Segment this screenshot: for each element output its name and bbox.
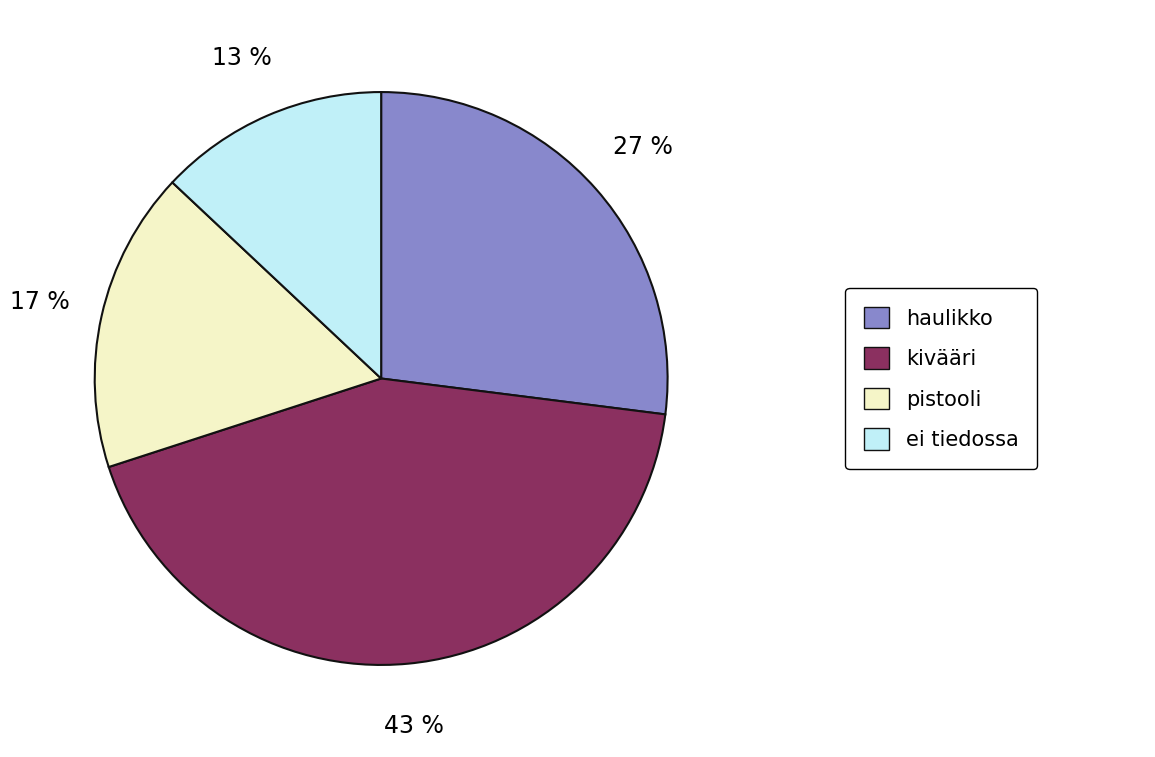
Text: 17 %: 17 % xyxy=(10,290,70,314)
Wedge shape xyxy=(172,92,381,378)
Wedge shape xyxy=(381,92,668,414)
Wedge shape xyxy=(109,378,665,665)
Wedge shape xyxy=(95,182,381,467)
Text: 27 %: 27 % xyxy=(613,136,673,160)
Text: 13 %: 13 % xyxy=(213,45,273,70)
Text: 43 %: 43 % xyxy=(385,715,444,738)
Legend: haulikko, kivääri, pistooli, ei tiedossa: haulikko, kivääri, pistooli, ei tiedossa xyxy=(845,288,1037,469)
